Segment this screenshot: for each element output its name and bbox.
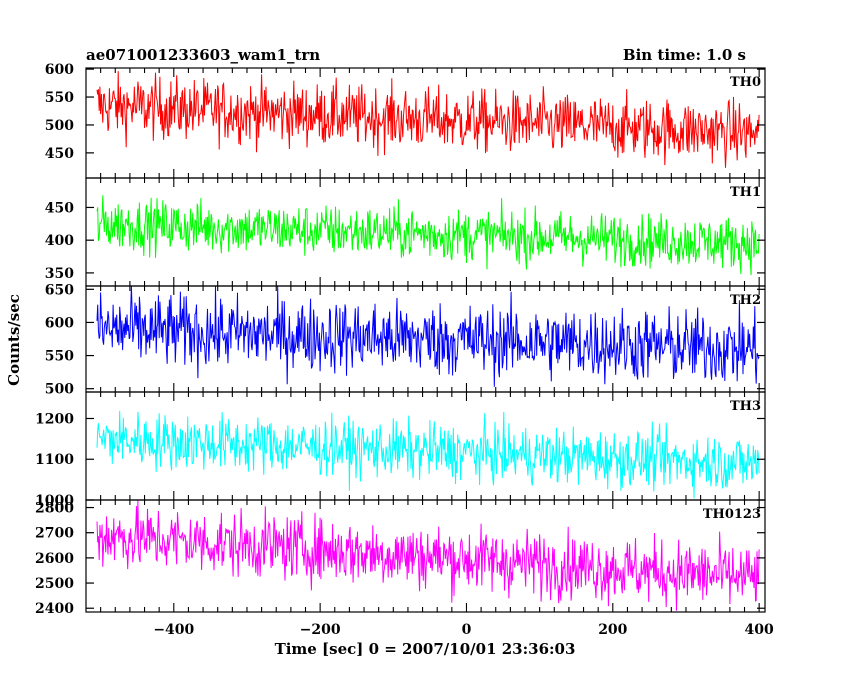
y-axis-label: Counts/sec <box>5 294 23 386</box>
series-line-th0123 <box>96 500 760 611</box>
y-tick-label: 600 <box>45 62 74 78</box>
panel-th1: 350 400 450 TH1 <box>45 177 766 287</box>
y-tick-label: 550 <box>45 349 74 365</box>
series-line-th3 <box>96 410 760 499</box>
x-tick-label: −200 <box>300 622 341 638</box>
panel-label-th0123: TH0123 <box>703 507 761 522</box>
y-tick-label: 400 <box>45 233 74 249</box>
y-tick-label: 450 <box>45 146 74 162</box>
y-tick-label: 550 <box>45 90 74 106</box>
y-tick-label: 1000 <box>35 493 74 509</box>
y-tick-label: 500 <box>45 382 74 398</box>
y-tick-label: 2700 <box>35 526 74 542</box>
x-tick-label: 400 <box>745 622 774 638</box>
series-line-th2 <box>96 285 760 387</box>
panel-label-th0: TH0 <box>730 75 761 90</box>
y-tick-label: 500 <box>45 118 74 134</box>
x-tick-label: 0 <box>462 622 472 638</box>
y-tick-label: 2800 <box>35 501 74 517</box>
y-tick-label: 450 <box>45 200 74 216</box>
panel-th3: 1000 1100 1200 TH3 <box>35 391 766 509</box>
panel-label-th1: TH1 <box>730 185 761 200</box>
panel-label-th3: TH3 <box>730 399 761 414</box>
y-tick-label: 2600 <box>35 551 74 567</box>
panel-th0123: 2400 2500 2600 2700 2800 TH0123 <box>35 499 766 617</box>
y-tick-label: 2500 <box>35 576 74 592</box>
y-tick-label: 2400 <box>35 601 74 617</box>
panel-frame <box>85 499 766 613</box>
series-line-th0 <box>96 71 760 168</box>
y-tick-label: 1200 <box>35 411 74 427</box>
y-tick-label: 600 <box>45 315 74 331</box>
chart-title: ae071001233603_wam1_trn <box>86 46 320 64</box>
panel-frame <box>85 285 766 393</box>
y-tick-label: 350 <box>45 266 74 282</box>
panel-label-th2: TH2 <box>730 293 761 308</box>
y-tick-label: 650 <box>45 282 74 298</box>
x-tick-label: 200 <box>598 622 627 638</box>
panel-th2: 500 550 600 650 TH2 <box>45 282 766 398</box>
panels-group: 450 500 550 600 TH0 350 400 450 TH1 500 550 600 650 T… <box>35 62 774 638</box>
x-tick-label: −400 <box>153 622 194 638</box>
series-line-th1 <box>96 195 760 276</box>
y-tick-label: 1100 <box>35 452 74 468</box>
bin-time-label: Bin time: 1.0 s <box>623 46 746 64</box>
x-axis-label: Time [sec] 0 = 2007/10/01 23:36:03 <box>275 640 576 658</box>
panel-th0: 450 500 550 600 TH0 <box>45 62 766 179</box>
